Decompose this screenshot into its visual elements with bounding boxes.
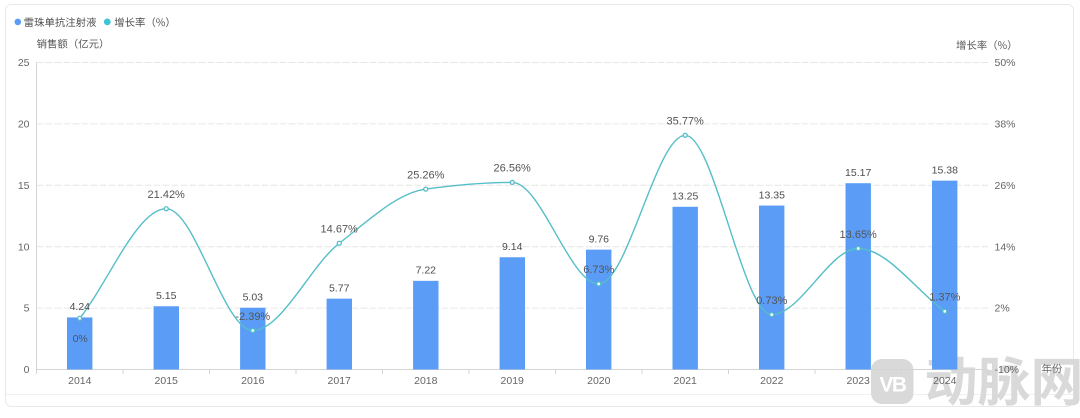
- svg-text:1.37%: 1.37%: [929, 292, 960, 304]
- svg-text:-10%: -10%: [995, 364, 1020, 376]
- svg-text:2%: 2%: [995, 303, 1010, 315]
- svg-text:25.26%: 25.26%: [407, 169, 445, 181]
- svg-text:2016: 2016: [241, 375, 265, 387]
- svg-text:2014: 2014: [68, 375, 92, 387]
- svg-text:14.67%: 14.67%: [321, 224, 359, 236]
- svg-text:15: 15: [18, 180, 30, 192]
- svg-text:0.73%: 0.73%: [756, 295, 787, 307]
- svg-text:15.17: 15.17: [845, 167, 871, 179]
- svg-text:9.76: 9.76: [589, 233, 610, 245]
- svg-text:0: 0: [24, 364, 30, 376]
- svg-text:13.65%: 13.65%: [840, 229, 878, 241]
- svg-text:20: 20: [18, 119, 30, 131]
- svg-text:26.56%: 26.56%: [494, 163, 532, 175]
- svg-text:5.77: 5.77: [329, 282, 350, 294]
- svg-text:2023: 2023: [847, 375, 871, 387]
- svg-text:2015: 2015: [155, 375, 179, 387]
- svg-text:7.22: 7.22: [416, 265, 437, 277]
- svg-text:4.24: 4.24: [70, 301, 91, 313]
- svg-text:-2.39%: -2.39%: [235, 311, 270, 323]
- svg-text:5.03: 5.03: [243, 291, 264, 303]
- svg-text:25: 25: [18, 57, 30, 69]
- svg-text:13.35: 13.35: [759, 189, 785, 201]
- svg-text:15.38: 15.38: [932, 164, 958, 176]
- svg-text:6.73%: 6.73%: [583, 264, 614, 276]
- svg-text:2019: 2019: [501, 375, 525, 387]
- svg-text:VB: VB: [879, 374, 907, 397]
- svg-text:2018: 2018: [414, 375, 438, 387]
- svg-text:10: 10: [18, 241, 30, 253]
- svg-text:14%: 14%: [995, 241, 1016, 253]
- svg-text:2017: 2017: [328, 375, 352, 387]
- svg-text:0%: 0%: [73, 333, 88, 345]
- svg-text:38%: 38%: [995, 119, 1016, 131]
- svg-text:26%: 26%: [995, 180, 1016, 192]
- svg-text:13.25: 13.25: [672, 191, 698, 203]
- svg-text:2021: 2021: [674, 375, 698, 387]
- svg-text:21.42%: 21.42%: [148, 189, 186, 201]
- svg-text:2022: 2022: [760, 375, 784, 387]
- svg-text:2020: 2020: [587, 375, 611, 387]
- svg-text:9.14: 9.14: [502, 241, 523, 253]
- svg-text:50%: 50%: [995, 57, 1016, 69]
- svg-text:35.77%: 35.77%: [667, 116, 705, 128]
- svg-text:5.15: 5.15: [156, 290, 177, 302]
- svg-text:2024: 2024: [933, 375, 957, 387]
- svg-text:5: 5: [24, 303, 30, 315]
